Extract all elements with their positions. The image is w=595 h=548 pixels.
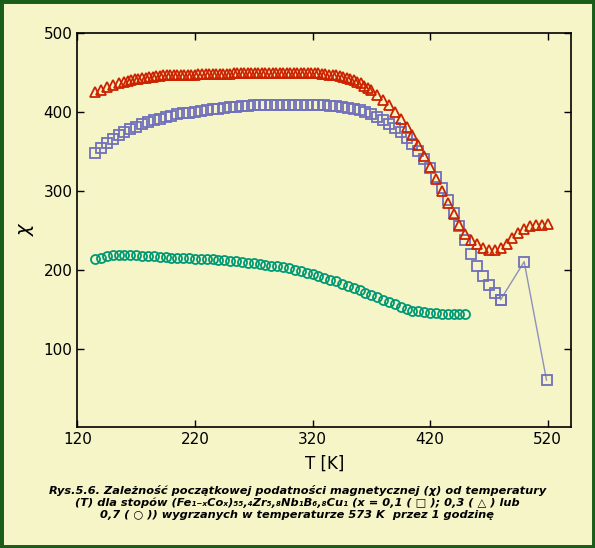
Y-axis label: χ: χ [16,225,35,236]
X-axis label: T [K]: T [K] [305,454,344,472]
Text: Rys.5.6. Zależność początkowej podatności magnetycznej (χ) od temperatury
(T) dl: Rys.5.6. Zależność początkowej podatnośc… [49,485,546,520]
